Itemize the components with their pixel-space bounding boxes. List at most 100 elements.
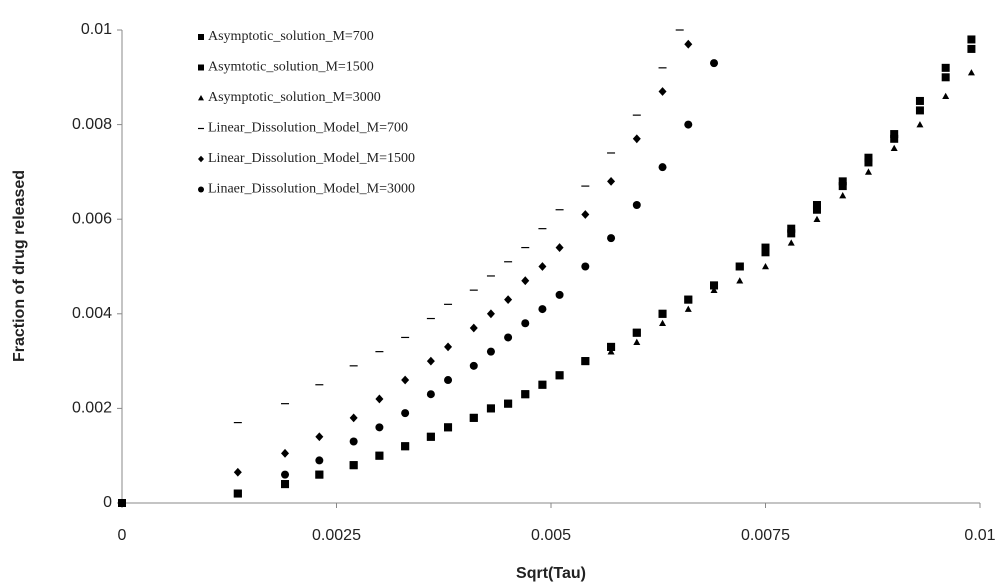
point bbox=[787, 224, 796, 233]
point bbox=[812, 201, 821, 210]
point bbox=[658, 87, 667, 96]
point bbox=[486, 347, 495, 356]
point bbox=[890, 134, 899, 143]
point bbox=[375, 452, 383, 459]
point bbox=[710, 281, 719, 290]
point bbox=[581, 357, 589, 364]
y-tick-label: 0.006 bbox=[72, 210, 112, 227]
point bbox=[375, 394, 384, 404]
y-tick-label: 0.002 bbox=[72, 400, 112, 417]
legend-label: Linear_Dissolution_Model_M=700 bbox=[208, 121, 408, 136]
point bbox=[967, 69, 975, 76]
legend-label: Asymptotic_solution_M=700 bbox=[208, 29, 374, 44]
point bbox=[198, 64, 204, 71]
point bbox=[469, 323, 478, 333]
point bbox=[444, 342, 453, 352]
point bbox=[281, 448, 290, 458]
y-tick-label: 0 bbox=[103, 494, 112, 511]
point bbox=[659, 319, 667, 327]
point bbox=[890, 144, 898, 152]
legend-label: Linear_Dissolution_Model_M=1500 bbox=[208, 151, 415, 166]
point bbox=[198, 34, 204, 40]
point bbox=[315, 456, 324, 465]
point bbox=[233, 467, 242, 477]
point bbox=[942, 92, 950, 100]
point bbox=[607, 342, 616, 351]
point bbox=[401, 409, 410, 418]
point bbox=[915, 106, 924, 115]
point bbox=[521, 390, 529, 398]
point bbox=[555, 290, 564, 299]
point bbox=[555, 243, 564, 252]
point bbox=[375, 423, 384, 432]
point bbox=[967, 35, 976, 44]
x-tick-label: 0.0025 bbox=[312, 527, 361, 544]
point bbox=[315, 471, 323, 478]
point bbox=[967, 44, 976, 53]
point bbox=[838, 177, 847, 186]
point bbox=[864, 168, 872, 175]
point bbox=[864, 153, 873, 162]
point bbox=[427, 433, 435, 440]
x-tick-label: 0 bbox=[118, 527, 127, 544]
point bbox=[198, 95, 204, 101]
point bbox=[118, 499, 126, 506]
point bbox=[838, 182, 847, 191]
point bbox=[684, 120, 693, 129]
y-tick-label: 0.01 bbox=[81, 21, 112, 38]
point bbox=[504, 333, 513, 342]
point bbox=[632, 134, 641, 144]
point bbox=[469, 361, 478, 370]
point bbox=[761, 248, 770, 257]
point bbox=[684, 305, 692, 312]
point bbox=[607, 348, 615, 355]
y-axis-title: Fraction of drug released bbox=[11, 170, 28, 362]
point bbox=[234, 490, 242, 497]
point bbox=[281, 480, 289, 487]
x-tick-label: 0.005 bbox=[531, 527, 571, 544]
point bbox=[581, 210, 590, 219]
point bbox=[684, 39, 693, 49]
point bbox=[633, 338, 641, 345]
point bbox=[198, 155, 204, 163]
point bbox=[281, 470, 290, 479]
point bbox=[504, 295, 513, 305]
point bbox=[941, 73, 950, 82]
point bbox=[787, 229, 796, 238]
point bbox=[787, 239, 795, 246]
point bbox=[607, 176, 616, 186]
point bbox=[762, 263, 769, 270]
point bbox=[916, 121, 924, 128]
point bbox=[581, 262, 590, 271]
point bbox=[735, 262, 744, 271]
point bbox=[198, 186, 204, 193]
y-tick-label: 0.004 bbox=[72, 305, 112, 322]
point bbox=[658, 163, 667, 172]
y-tick-label: 0.008 bbox=[72, 116, 112, 133]
point bbox=[813, 215, 821, 222]
point bbox=[486, 309, 495, 319]
point bbox=[736, 277, 744, 284]
point bbox=[538, 305, 547, 314]
point bbox=[521, 319, 530, 328]
point bbox=[890, 130, 899, 139]
point bbox=[538, 262, 547, 271]
point bbox=[658, 309, 667, 318]
point bbox=[941, 63, 950, 72]
point bbox=[521, 276, 530, 286]
x-tick-label: 0.0075 bbox=[741, 527, 790, 544]
point bbox=[504, 400, 512, 407]
legend-label: Asymtotic_solution_M=1500 bbox=[208, 60, 374, 75]
point bbox=[864, 158, 873, 167]
point bbox=[426, 356, 435, 366]
point bbox=[710, 286, 718, 293]
point bbox=[315, 432, 324, 442]
legend-label: Asymptotic_solution_M=3000 bbox=[208, 90, 381, 105]
point bbox=[349, 413, 358, 423]
point bbox=[487, 404, 495, 412]
point bbox=[761, 243, 770, 252]
point bbox=[839, 192, 847, 199]
point bbox=[444, 423, 452, 431]
point bbox=[607, 234, 616, 243]
